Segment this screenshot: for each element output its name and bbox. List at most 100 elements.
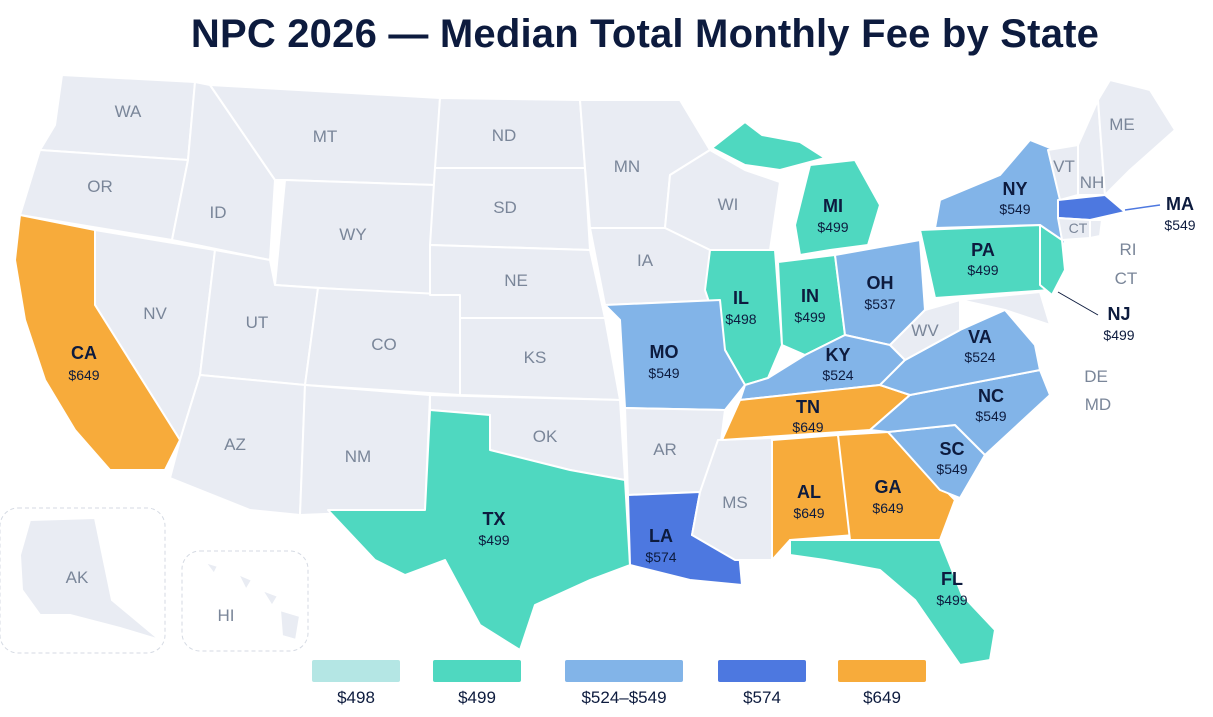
label-FL: FL: [941, 569, 963, 589]
label-MI: MI: [823, 196, 843, 216]
state-MA[interactable]: [1057, 194, 1126, 221]
fee-NJ: $499: [1103, 327, 1134, 343]
legend-swatch-524-549: [565, 660, 683, 682]
nj-leader-line: [1057, 291, 1099, 316]
state-MI-up[interactable]: [711, 121, 826, 171]
label-CA: CA: [71, 343, 97, 363]
label-IA: IA: [637, 251, 654, 270]
label-MS: MS: [722, 493, 748, 512]
map-title: NPC 2026 — Median Total Monthly Fee by S…: [190, 12, 1100, 56]
fee-TX: $499: [478, 532, 509, 548]
legend-label-574: $574: [743, 688, 781, 707]
label-AK: AK: [66, 568, 89, 587]
legend-label-498: $498: [337, 688, 375, 707]
state-AK[interactable]: [19, 517, 161, 641]
label-NM: NM: [345, 447, 371, 466]
label-MD: MD: [1085, 395, 1111, 414]
label-NY: NY: [1002, 179, 1027, 199]
label-KY: KY: [825, 345, 850, 365]
fee-CA: $649: [68, 367, 99, 383]
label-UT: UT: [246, 313, 269, 332]
label-NJ: NJ: [1107, 304, 1130, 324]
legend-swatch-574: [718, 660, 806, 682]
fee-NC: $549: [975, 408, 1006, 424]
label-OH: OH: [867, 273, 894, 293]
label-VA: VA: [968, 327, 992, 347]
legend: $498 $499 $524–$549 $574 $649: [300, 660, 940, 710]
fee-NY: $549: [999, 201, 1030, 217]
legend-item-498: $498: [312, 660, 400, 708]
fee-VA: $524: [964, 349, 995, 365]
fee-AL: $649: [793, 505, 824, 521]
legend-item-649: $649: [838, 660, 926, 708]
label-ND: ND: [492, 126, 517, 145]
label-NH: NH: [1080, 173, 1105, 192]
state-MO[interactable]: [604, 299, 746, 411]
state-AL[interactable]: [771, 434, 856, 561]
label-CT: CT: [1115, 269, 1138, 288]
legend-label-649: $649: [863, 688, 901, 707]
fee-MA: $549: [1164, 217, 1195, 233]
state-CA[interactable]: [14, 214, 181, 471]
label-HI: HI: [218, 606, 235, 625]
label-GA: GA: [875, 477, 902, 497]
state-HI[interactable]: [204, 561, 301, 641]
fee-KY: $524: [822, 367, 853, 383]
legend-label-499: $499: [458, 688, 496, 707]
fee-SC: $549: [936, 461, 967, 477]
state-FL[interactable]: [789, 539, 996, 666]
fee-IL: $498: [725, 311, 756, 327]
label-WY: WY: [339, 225, 366, 244]
state-WV[interactable]: [889, 299, 961, 361]
label-AL: AL: [797, 482, 821, 502]
alaska-inset-frame: [0, 507, 166, 654]
fee-PA: $499: [967, 262, 998, 278]
label-MA: MA: [1166, 194, 1194, 214]
label-SD: SD: [493, 198, 517, 217]
legend-swatch-498: [312, 660, 400, 682]
label-DE: DE: [1084, 367, 1108, 386]
state-MI[interactable]: [794, 159, 881, 256]
state-GA[interactable]: [837, 431, 956, 541]
legend-item-499: $499: [433, 660, 521, 708]
state-RI[interactable]: [1089, 219, 1103, 239]
label-WA: WA: [115, 102, 142, 121]
label-CT-inline: CT: [1069, 220, 1088, 236]
label-PA: PA: [971, 240, 995, 260]
state-NJ[interactable]: [1039, 224, 1066, 296]
label-NE: NE: [504, 271, 528, 290]
fee-LA: $574: [645, 549, 676, 565]
fee-IN: $499: [794, 309, 825, 325]
label-RI: RI: [1120, 240, 1137, 259]
label-ID: ID: [210, 203, 227, 222]
state-TX[interactable]: [327, 409, 631, 651]
state-MS[interactable]: [691, 437, 773, 561]
label-ME: ME: [1109, 115, 1135, 134]
label-MO: MO: [650, 342, 679, 362]
label-MT: MT: [313, 127, 338, 146]
label-VT: VT: [1053, 157, 1075, 176]
legend-item-524-549: $524–$549: [565, 660, 683, 708]
label-OK: OK: [533, 427, 558, 446]
label-LA: LA: [649, 526, 673, 546]
label-OR: OR: [87, 177, 113, 196]
label-MN: MN: [614, 157, 640, 176]
state-ME[interactable]: [1097, 79, 1176, 196]
legend-swatch-649: [838, 660, 926, 682]
hawaii-inset-frame: [181, 550, 309, 652]
label-AZ: AZ: [224, 435, 246, 454]
fee-TN: $649: [792, 419, 823, 435]
fee-OH: $537: [864, 296, 895, 312]
legend-item-574: $574: [718, 660, 806, 708]
label-NV: NV: [143, 304, 167, 323]
label-KS: KS: [524, 348, 547, 367]
label-IL: IL: [733, 288, 749, 308]
label-WV: WV: [911, 321, 939, 340]
ma-leader-line: [1124, 204, 1161, 211]
label-CO: CO: [371, 335, 397, 354]
state-MD[interactable]: [959, 291, 1051, 326]
label-IN: IN: [801, 286, 819, 306]
fee-GA: $649: [872, 500, 903, 516]
label-WI: WI: [718, 195, 739, 214]
label-AR: AR: [653, 440, 677, 459]
